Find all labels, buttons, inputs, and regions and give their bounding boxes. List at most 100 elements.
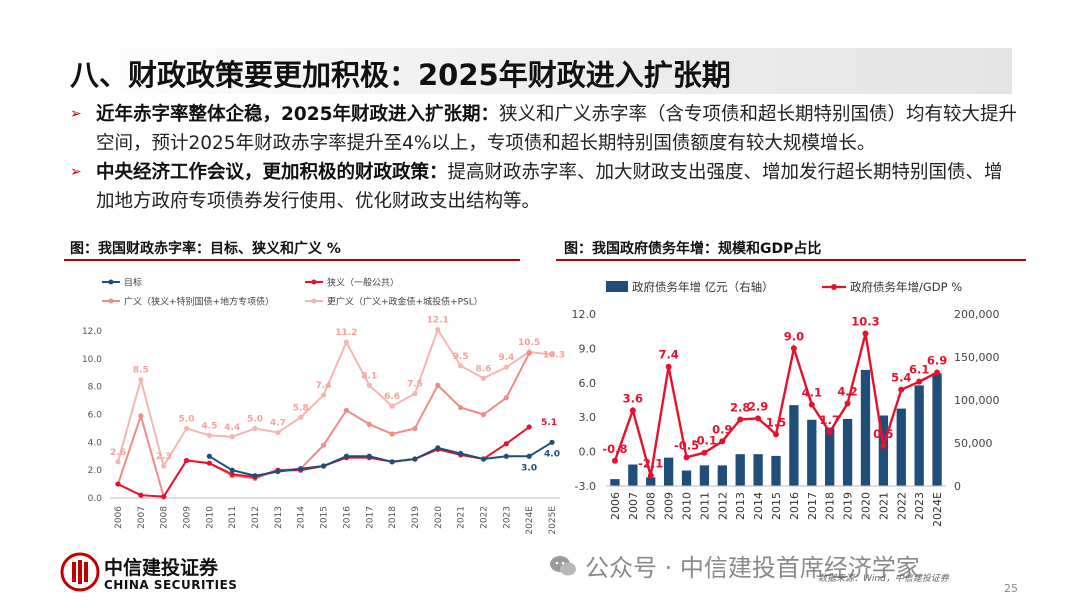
bar [896, 408, 906, 486]
data-point [275, 429, 281, 436]
data-point [526, 350, 532, 356]
data-label: -0.1 [692, 434, 717, 448]
svg-text:政府债务年增/GDP %: 政府债务年增/GDP % [850, 280, 962, 294]
logo-chinese-name: 中信建投证券 [104, 557, 219, 579]
y-tick-label: 10.0 [82, 355, 102, 365]
series-line [208, 441, 553, 477]
x-tick-label: 2014 [752, 492, 765, 520]
x-tick-label: 2021 [457, 506, 467, 529]
data-point [526, 453, 532, 459]
data-point [343, 407, 350, 413]
series-line [117, 352, 531, 500]
data-label: 2.6 [110, 448, 126, 458]
data-label: 8.5 [133, 366, 149, 376]
data-point [826, 429, 833, 436]
data-label: 11.2 [335, 328, 357, 338]
data-point [275, 468, 281, 475]
bullet-2-text: 提高财政赤字率、加大财政支出强度、增加发行超长期特别国债、增加地方政府专项债券发… [96, 162, 1003, 212]
arrow-icon: ➢ [70, 164, 82, 180]
data-point [412, 391, 418, 397]
right-chart: -3.0 0.0 3.0 6.0 9.0 12.0 0 50,000 100,000 150,00… [572, 280, 1000, 527]
x-tick-label: 2018 [388, 506, 398, 529]
right-y-tick-label: 50,000 [954, 437, 993, 450]
arrow-icon: ➢ [70, 106, 82, 122]
data-label: 9.4 [498, 353, 514, 363]
bullet-1-text: 狭义和广义赤字率（含专项债和超长期特别国债）均有较大提升空间，预计2025年财政… [96, 104, 1018, 154]
x-tick-label: 2019 [842, 492, 855, 520]
data-label: 5.8 [293, 403, 309, 413]
bar [663, 457, 674, 486]
data-label: 5.0 [179, 414, 195, 424]
right-y-tick-label: 0 [954, 480, 961, 493]
watermark: 公众号 · 中信建投首席经济学家 [585, 554, 920, 582]
data-point [844, 400, 851, 407]
data-point [880, 442, 887, 449]
data-label: 2.8 [730, 400, 750, 414]
data-point [206, 432, 212, 438]
data-point [229, 434, 235, 440]
data-label: 1.5 [766, 415, 786, 429]
bullet-1: ➢ 近年赤字率整体企稳，2025年财政进入扩张期：狭义和广义赤字率（含专项债和超… [70, 100, 1020, 158]
right-y-tick-label: 100,000 [954, 394, 1000, 407]
data-point [458, 404, 464, 411]
data-point [229, 471, 235, 477]
data-label: 4.1 [802, 386, 822, 400]
bar [842, 418, 853, 486]
x-tick-label: 2020 [434, 506, 444, 529]
bar [771, 455, 781, 486]
data-label: 8.1 [361, 371, 377, 381]
data-label: 5.1 [541, 418, 557, 428]
data-point [503, 441, 509, 447]
data-label: 4.2 [837, 384, 857, 398]
data-point [115, 481, 121, 487]
logo-english-name: CHINA SECURITIES [104, 578, 238, 592]
x-tick-label: 2016 [788, 492, 801, 520]
x-tick-label: 2019 [411, 506, 421, 529]
data-label: 10.3 [543, 351, 565, 361]
bullet-1-heading: 近年赤字率整体企稳，2025年财政进入扩张期： [96, 104, 499, 125]
bar [914, 385, 924, 486]
data-point [503, 364, 509, 370]
left-y-tick-label: 12.0 [572, 308, 597, 321]
data-point [161, 463, 167, 469]
data-label: 3.0 [521, 463, 537, 473]
left-chart-title: 图：我国财政赤字率：目标、狭义和广义 % [70, 241, 341, 257]
data-point [549, 352, 555, 358]
data-point [701, 449, 708, 456]
data-point [206, 453, 212, 459]
data-point [435, 327, 441, 333]
data-source: 数据来源：Wind，中信建投证券 [818, 574, 949, 584]
data-point [862, 330, 869, 337]
right-chart-rule [556, 259, 1026, 261]
x-tick-label: 2020 [859, 492, 872, 520]
data-label: 3.6 [623, 391, 643, 405]
bar [735, 454, 745, 486]
data-point [366, 382, 372, 388]
data-label: 1.7 [819, 413, 839, 427]
x-tick-label: 2006 [609, 492, 622, 520]
data-point [252, 425, 258, 432]
data-label: 6.6 [384, 392, 400, 402]
legend-item: 政府债务年增/GDP % [822, 280, 962, 294]
data-point [343, 453, 350, 459]
y-tick-label: 2.0 [88, 466, 103, 476]
x-tick-label: 2013 [734, 492, 747, 520]
data-point [161, 494, 167, 500]
data-point [115, 459, 121, 465]
data-point [737, 416, 744, 423]
title-bar [64, 48, 1012, 94]
bar [681, 470, 692, 486]
x-tick-label: 2017 [365, 506, 375, 529]
data-label: 4.4 [224, 423, 240, 433]
data-point [138, 377, 144, 383]
data-point [458, 363, 464, 369]
legend-item: 狭义（一般公共） [305, 277, 399, 289]
x-tick-label: 2015 [320, 506, 330, 529]
svg-text:广义（狭义+特别国债+地方专项债）: 广义（狭义+特别国债+地方专项债） [124, 296, 274, 308]
x-tick-label: 2010 [681, 492, 694, 520]
data-point [389, 403, 395, 409]
data-label: 4.5 [201, 421, 217, 431]
data-label: 5.4 [891, 371, 911, 385]
data-label: 4.0 [544, 449, 560, 459]
left-y-tick-label: 3.0 [579, 411, 597, 424]
